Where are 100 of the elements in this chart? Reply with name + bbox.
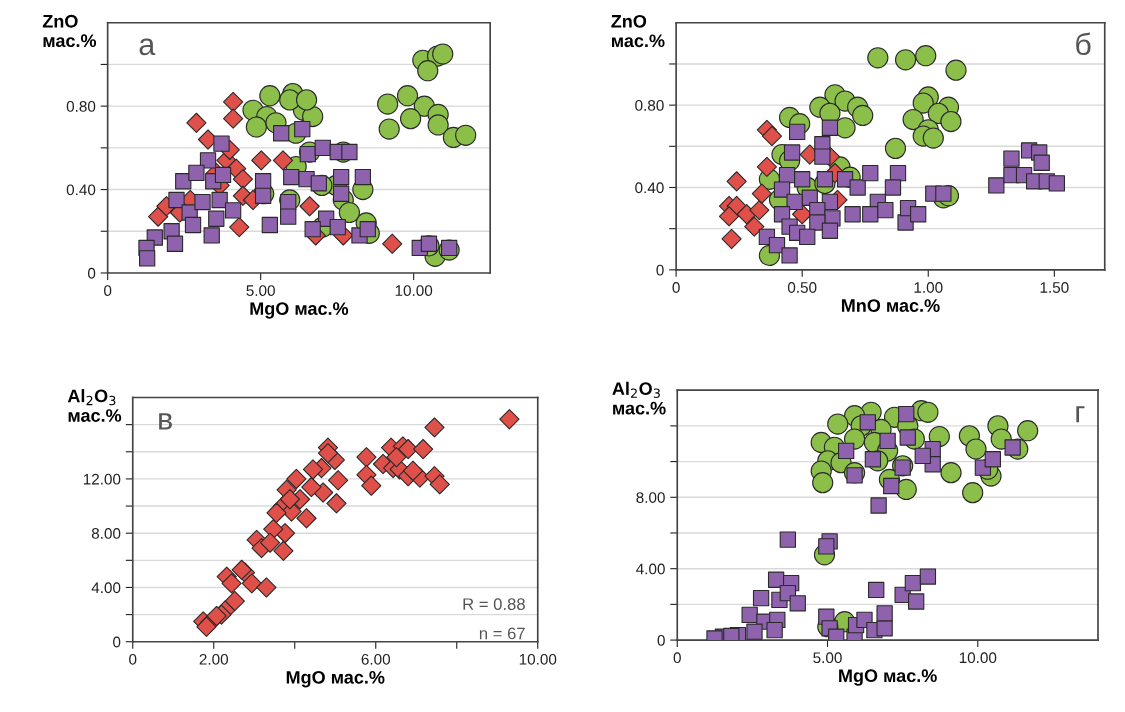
- point: [206, 605, 227, 627]
- point: [940, 110, 962, 133]
- point: [296, 508, 317, 529]
- point: [821, 119, 839, 136]
- x-tick-label: 0.50: [787, 282, 817, 293]
- point: [224, 202, 242, 219]
- x-axis-title: MgO мас.%: [250, 302, 349, 319]
- x-tick-label: 10.00: [395, 285, 433, 297]
- point: [214, 166, 232, 184]
- point: [222, 108, 244, 129]
- point: [945, 59, 967, 81]
- point: [1033, 154, 1050, 171]
- point: [789, 595, 806, 612]
- point: [1017, 420, 1039, 442]
- point: [852, 104, 874, 127]
- point: [837, 442, 855, 460]
- point: [718, 206, 740, 227]
- point: [917, 401, 939, 423]
- point: [168, 191, 185, 209]
- point: [756, 156, 778, 178]
- y-tick-label: 0.80: [635, 100, 664, 111]
- point: [396, 85, 419, 107]
- point: [254, 187, 272, 204]
- point: [224, 590, 245, 612]
- x-tick-label: 2.00: [199, 653, 229, 665]
- point: [870, 497, 887, 514]
- y-tick-label: 0: [656, 264, 664, 276]
- point: [1003, 150, 1020, 167]
- point: [884, 179, 902, 196]
- point: [862, 164, 879, 182]
- point: [266, 502, 287, 523]
- point: [984, 451, 1001, 468]
- point: [818, 538, 835, 555]
- point: [821, 222, 839, 239]
- point: [883, 477, 900, 495]
- point: [746, 623, 763, 640]
- x-tick-label: 10.00: [519, 653, 557, 665]
- y-tick-label: 8.00: [91, 528, 121, 539]
- point: [827, 413, 849, 435]
- point: [304, 221, 321, 238]
- point: [213, 135, 230, 152]
- point: [877, 201, 894, 219]
- point: [783, 144, 801, 161]
- y-tick-label: 8.00: [636, 492, 665, 503]
- y-tick-label: 4.00: [636, 563, 665, 575]
- point: [786, 193, 803, 211]
- point: [386, 447, 407, 468]
- point: [884, 137, 907, 159]
- point: [904, 574, 922, 592]
- point: [915, 45, 937, 67]
- point: [781, 247, 798, 264]
- point: [259, 532, 281, 553]
- point: [341, 143, 358, 161]
- annotation: n = 67: [479, 627, 525, 640]
- point: [879, 432, 896, 450]
- point: [455, 124, 477, 146]
- x-tick-label: 5.00: [813, 652, 842, 664]
- point: [332, 168, 350, 186]
- point: [294, 120, 311, 138]
- y-tick-label: 0: [657, 634, 665, 646]
- point: [314, 139, 331, 157]
- x-tick-label: 0: [129, 653, 137, 665]
- point: [188, 164, 205, 182]
- y-tick-label: 0: [87, 267, 96, 279]
- point: [876, 620, 893, 637]
- point: [499, 409, 520, 430]
- y-tick-label: 0.80: [66, 101, 96, 112]
- point: [788, 123, 806, 141]
- point: [241, 573, 262, 594]
- point: [329, 218, 346, 236]
- point: [273, 540, 294, 561]
- point: [196, 616, 217, 637]
- point: [726, 171, 747, 192]
- y-axis-title: Al$_{2}$O$_{3}$ мас.%: [612, 381, 666, 415]
- point: [413, 438, 434, 460]
- point: [432, 43, 454, 65]
- point: [744, 216, 765, 237]
- point: [166, 235, 184, 252]
- point: [816, 171, 834, 188]
- point: [317, 443, 339, 464]
- point: [844, 206, 861, 223]
- point: [229, 216, 250, 238]
- point: [222, 91, 244, 113]
- point: [876, 605, 893, 622]
- point: [773, 181, 791, 198]
- annotation: б: [1076, 32, 1091, 56]
- point: [867, 47, 889, 69]
- point: [814, 148, 831, 165]
- point: [332, 185, 350, 202]
- x-axis-title: MgO мас.%: [286, 670, 385, 688]
- point: [261, 216, 279, 234]
- point: [894, 49, 917, 71]
- y-axis-title: Al$_{2}$O$_{3}$ мас.%: [67, 389, 122, 422]
- point: [424, 417, 445, 438]
- point: [741, 606, 758, 624]
- x-tick-label: 10.00: [959, 652, 997, 664]
- point: [338, 201, 361, 224]
- point: [245, 116, 267, 138]
- point: [148, 206, 169, 227]
- point: [256, 577, 277, 598]
